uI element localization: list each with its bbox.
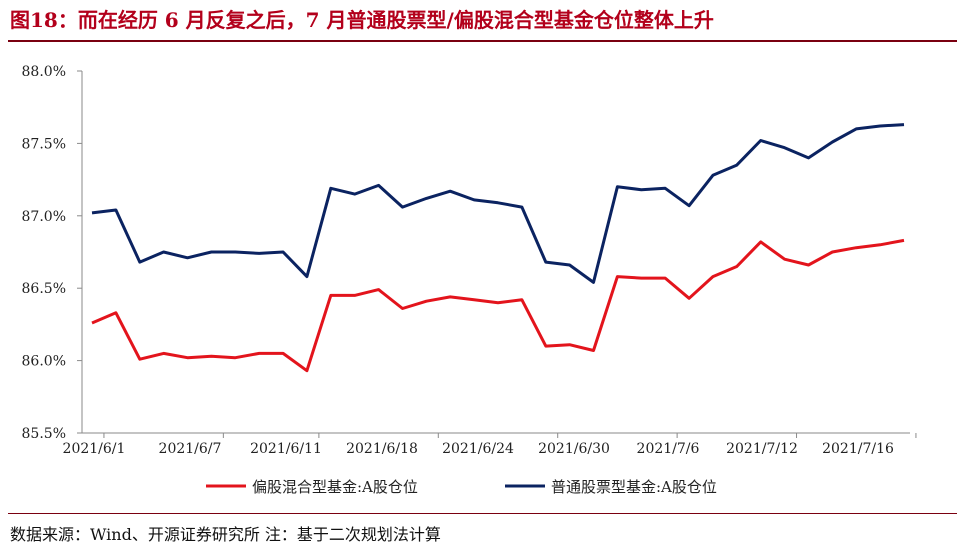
series-line-ordinary-equity — [91, 123, 905, 284]
line-chart: 85.5% 86.0% 86.5% 87.0% 87.5% 88.0% 2021/6/1 20… — [22, 64, 917, 496]
y-tick-label: 85.5% — [22, 426, 66, 442]
x-tick-label: 2021/6/1 — [63, 441, 126, 457]
y-tick-label: 87.5% — [22, 136, 66, 152]
x-tick-label: 2021/7/6 — [637, 441, 700, 457]
y-tick-label: 86.0% — [22, 354, 66, 370]
x-tick-label: 2021/6/24 — [442, 441, 514, 457]
x-tick-label: 2021/6/30 — [538, 441, 610, 457]
x-tick-label: 2021/6/18 — [346, 441, 418, 457]
legend-item-ordinary-equity-label: 普通股票型基金:A股仓位 — [551, 478, 717, 496]
series-line-hybrid-equity — [91, 238, 905, 373]
x-tick-label: 2021/7/12 — [726, 441, 798, 457]
x-tick-label: 2021/6/11 — [250, 441, 322, 457]
source-note: 数据来源：Wind、开源证券研究所 注：基于二次规划法计算 — [10, 525, 441, 544]
y-tick-label: 86.5% — [22, 281, 66, 297]
footer-divider — [8, 513, 957, 514]
y-tick-label: 88.0% — [22, 64, 66, 80]
chart-title: 图18：而在经历 6 月反复之后，7 月普通股票型/偏股混合型基金仓位整体上升 — [10, 8, 714, 32]
legend-item-hybrid-equity-label: 偏股混合型基金:A股仓位 — [252, 478, 418, 496]
y-tick-label: 87.0% — [22, 209, 66, 225]
x-tick-label: 2021/7/16 — [822, 441, 894, 457]
title-divider — [8, 40, 957, 42]
x-tick-label: 2021/6/7 — [159, 441, 222, 457]
